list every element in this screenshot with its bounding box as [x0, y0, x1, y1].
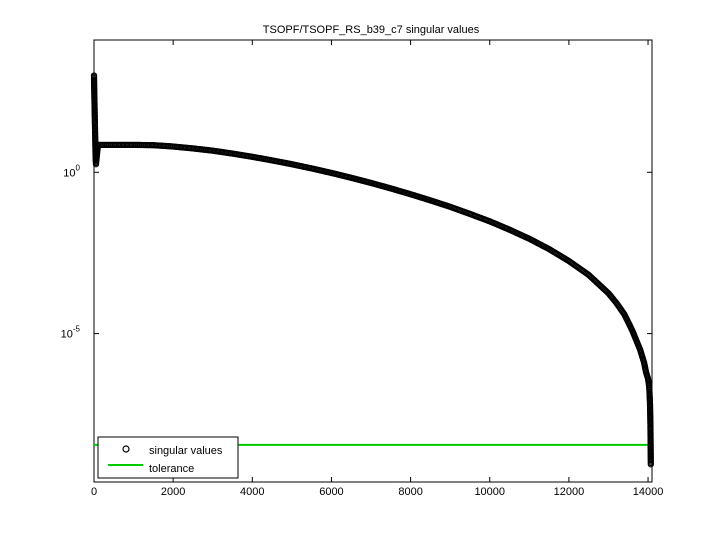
chart-title: TSOPF/TSOPF_RS_b39_c7 singular values — [263, 24, 480, 36]
y-tick-label: 100 — [63, 163, 80, 179]
singular-value-point — [647, 461, 654, 468]
legend-box — [97, 436, 239, 479]
plot-area-frame — [93, 39, 653, 483]
legend: singular values tolerance — [97, 436, 239, 479]
x-tick-label: 10000 — [474, 486, 505, 498]
legend-marker-singular-values — [122, 445, 130, 453]
x-tick-label: 6000 — [319, 486, 343, 498]
x-tick-label: 14000 — [633, 486, 664, 498]
x-tick-label: 4000 — [240, 486, 264, 498]
axis-ticks: 0 2000 4000 6000 8000 10000 12000 14000 100 10-5 — [61, 40, 664, 498]
x-tick-label: 2000 — [161, 486, 185, 498]
x-tick-label: 12000 — [554, 486, 585, 498]
x-tick-label: 8000 — [398, 486, 422, 498]
x-tick-label: 0 — [91, 486, 97, 498]
legend-label-tolerance: tolerance — [149, 463, 194, 475]
y-tick-label: 10-5 — [61, 325, 81, 341]
legend-label-singular-values: singular values — [149, 445, 223, 457]
singular-values-series — [90, 72, 654, 468]
